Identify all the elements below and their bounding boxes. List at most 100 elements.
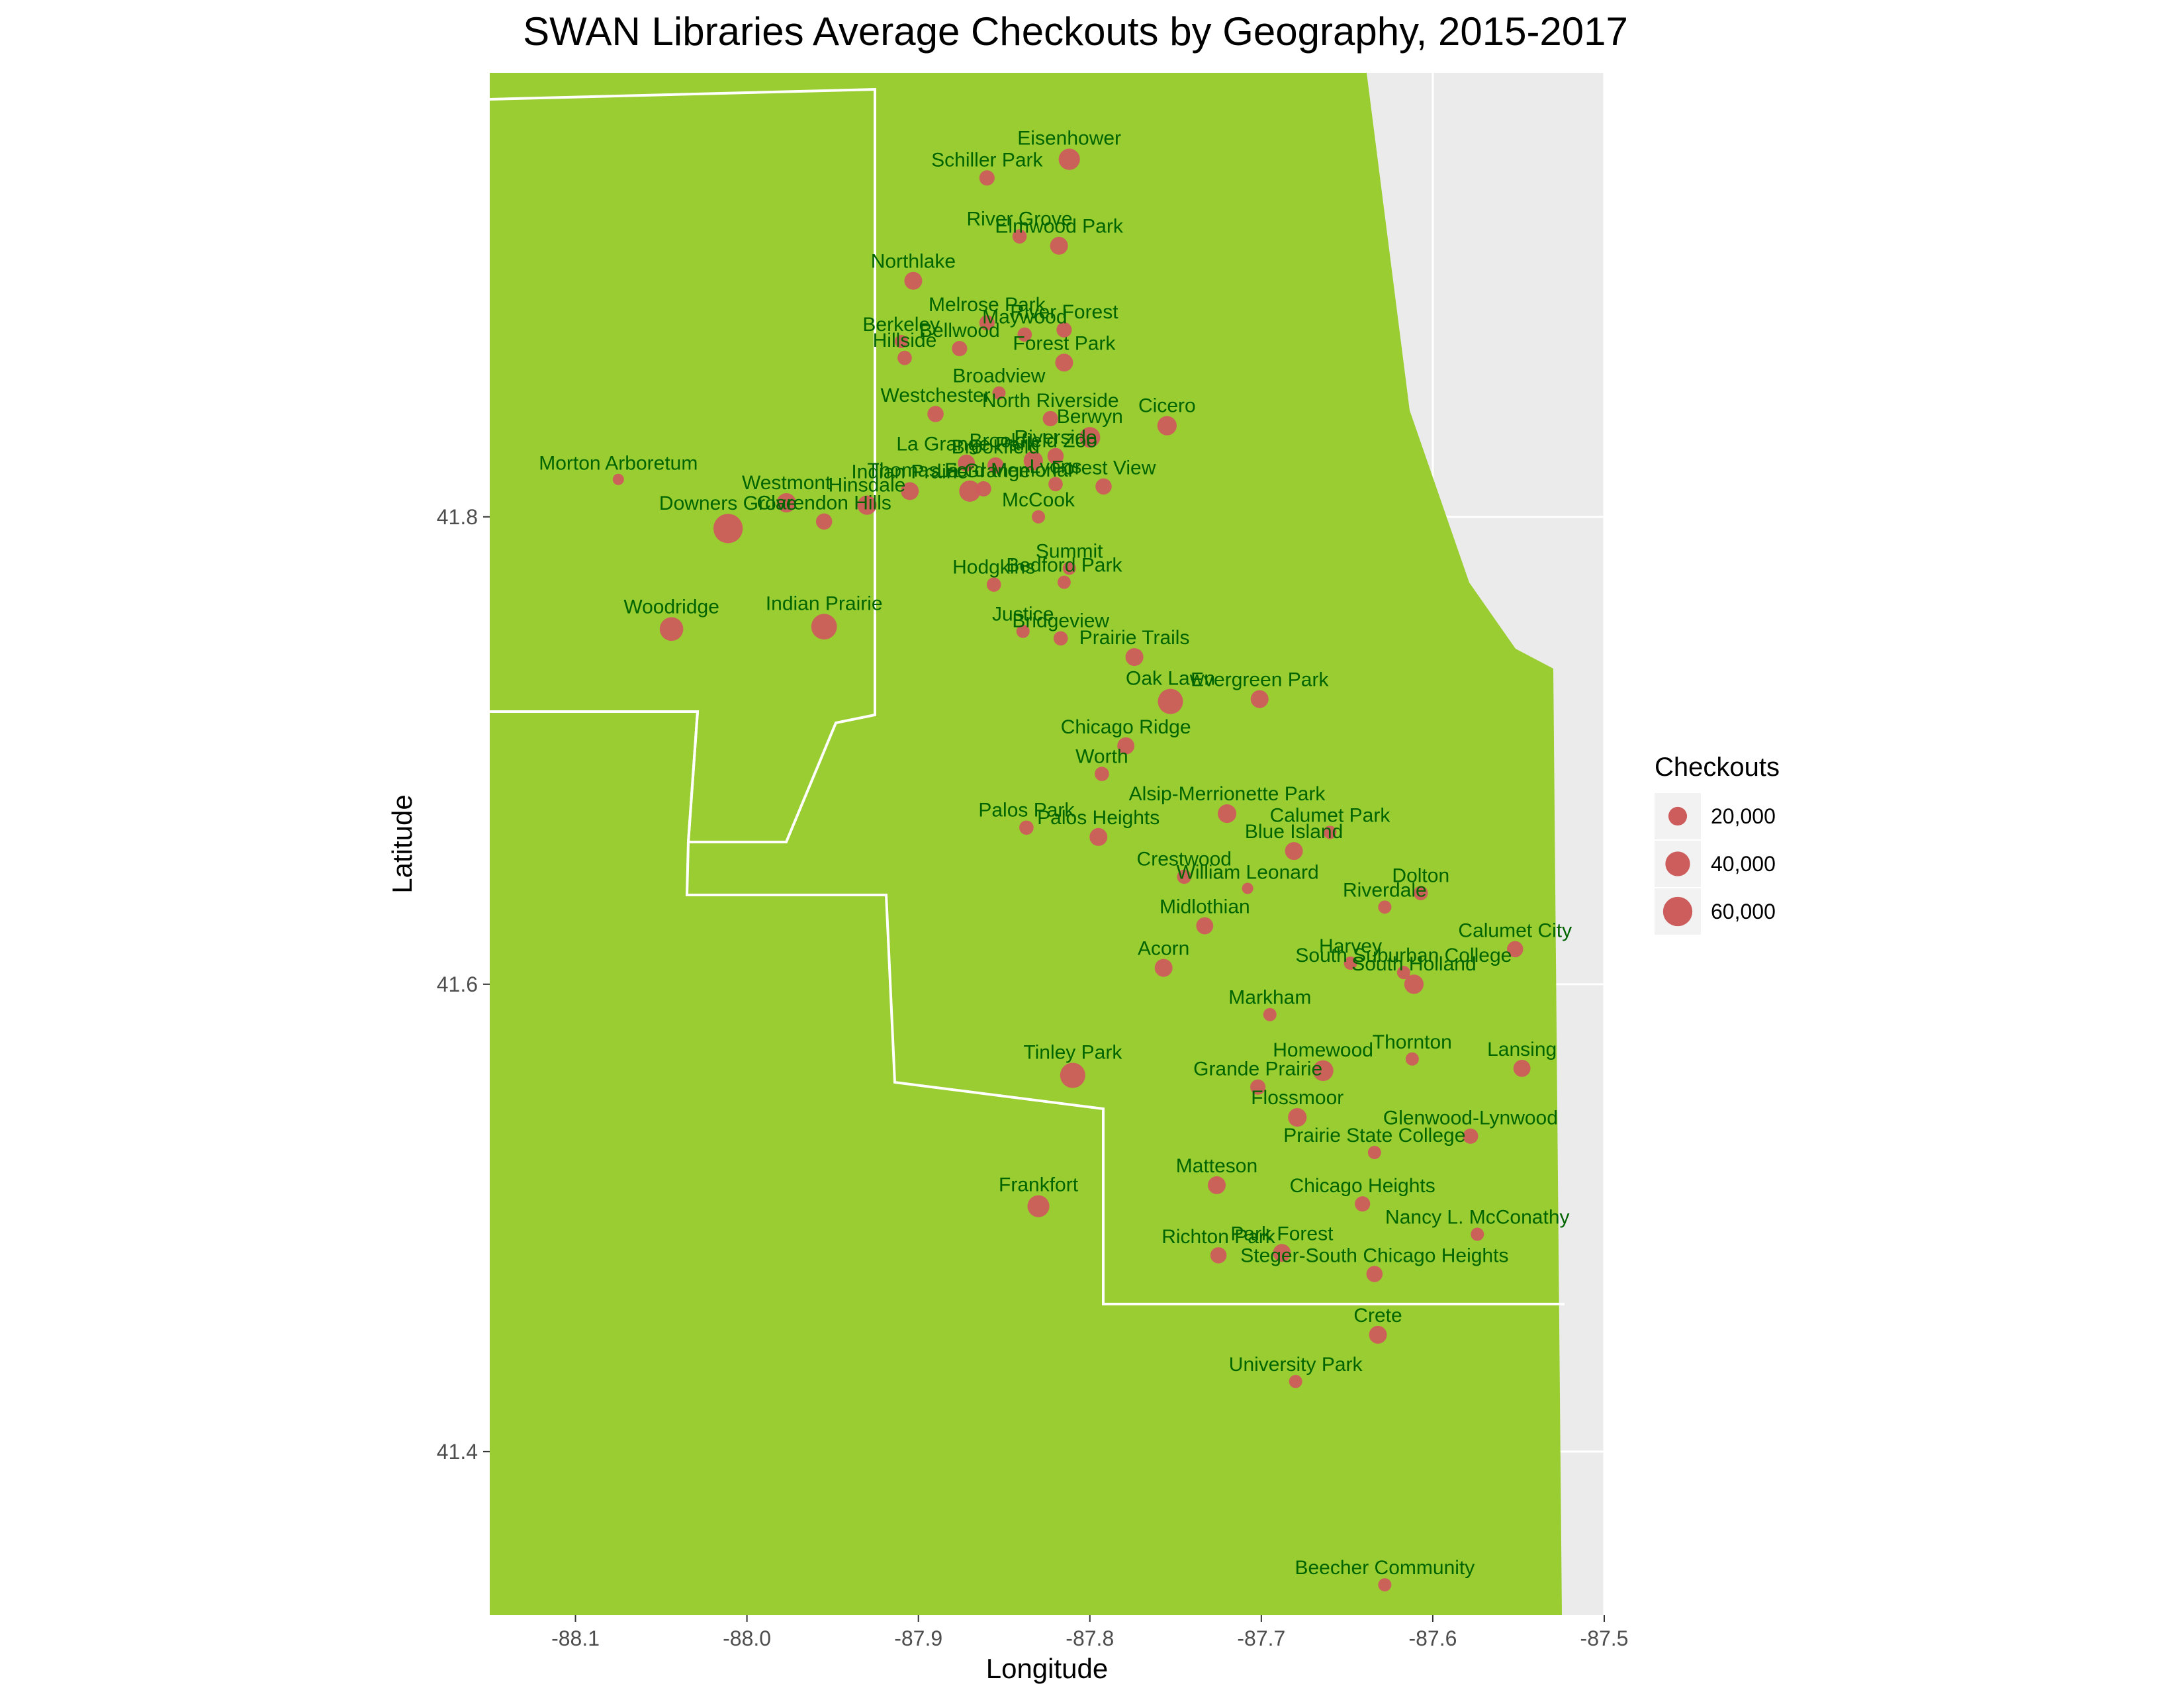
library-label: Bedford Park [1006, 555, 1122, 577]
legend-key-label: 20,000 [1711, 804, 1776, 828]
library-point [987, 457, 1004, 474]
library-point [1017, 327, 1032, 342]
library-label: Markham [1228, 987, 1311, 1009]
library-label: Morton Arboretum [539, 453, 698, 475]
library-point [1019, 820, 1034, 835]
library-label: Summit [1036, 540, 1103, 562]
library-point [1343, 957, 1357, 970]
library-point [1289, 1374, 1302, 1388]
library-point [1089, 827, 1108, 846]
library-label: Calumet Park [1270, 804, 1391, 826]
data-points [612, 148, 1531, 1592]
library-label: Chicago Ridge [1061, 716, 1191, 738]
library-point [1095, 767, 1109, 781]
library-point [952, 341, 968, 357]
library-label: Worth [1075, 745, 1128, 767]
library-point [927, 406, 944, 422]
library-point [1378, 1578, 1392, 1592]
library-point [976, 481, 991, 496]
library-label: Hodgkins [952, 556, 1035, 578]
library-label: McCook [1002, 489, 1075, 511]
library-point [811, 614, 837, 640]
x-tick-label: -88.0 [723, 1626, 771, 1650]
library-point [979, 170, 995, 186]
y-tick-label: 41.8 [437, 505, 478, 529]
y-tick-label: 41.4 [437, 1440, 478, 1464]
library-label: Elmwood Park [995, 216, 1123, 238]
library-point [992, 386, 1006, 400]
library-label: Acorn [1138, 938, 1189, 960]
library-point [1367, 1146, 1381, 1159]
library-label: Schiller Park [931, 149, 1043, 171]
library-label: Berkeley [862, 314, 940, 336]
y-axis: 41.4 41.6 41.8 [437, 505, 490, 1464]
library-label: Indian Prairie [851, 461, 968, 483]
library-label: Northlake [871, 251, 956, 273]
library-label: Melrose Park [929, 294, 1046, 316]
library-label: Chicago Heights [1290, 1175, 1435, 1197]
library-point [1032, 510, 1046, 524]
library-point [857, 495, 877, 515]
library-label: Thornton [1373, 1031, 1452, 1053]
library-label: Park Forest [1230, 1223, 1334, 1244]
library-point [1366, 1266, 1383, 1282]
library-label: William Leonard [1177, 862, 1319, 884]
library-label: Westmont [742, 472, 831, 494]
library-point [1048, 477, 1063, 492]
library-point [1288, 1107, 1307, 1127]
library-label: South Suburban College [1295, 945, 1512, 966]
library-label: Downers Grove [659, 492, 797, 514]
library-label: Evergreen Park [1191, 669, 1329, 691]
library-point [1027, 1195, 1050, 1217]
library-point [1242, 882, 1253, 894]
library-point [1016, 624, 1030, 638]
library-point [1404, 974, 1424, 994]
x-tick-label: -87.5 [1580, 1626, 1629, 1650]
library-point [1177, 869, 1192, 884]
library-point [1047, 447, 1064, 465]
library-label: Hillside [873, 330, 937, 352]
library-point [1285, 842, 1303, 861]
library-point [959, 480, 981, 502]
library-label: Tinley Park [1023, 1041, 1122, 1063]
library-point [1323, 825, 1337, 839]
library-point [1117, 737, 1135, 755]
library-point [1023, 451, 1043, 471]
x-tick-label: -88.1 [551, 1626, 600, 1650]
library-point [1378, 900, 1392, 914]
library-point [1196, 917, 1214, 935]
legend-key-label: 40,000 [1711, 852, 1776, 876]
library-point [1057, 575, 1071, 589]
library-label: Maywood [982, 306, 1067, 328]
library-label: Crestwood [1137, 849, 1232, 870]
library-label: Riverside [1014, 427, 1097, 449]
library-label: Indian Prairie [766, 592, 883, 614]
legend: Checkouts 20,000 40,000 60,000 [1655, 753, 1780, 935]
library-label: Eisenhower [1017, 128, 1121, 150]
y-tick-label: 41.6 [437, 972, 478, 996]
library-point [1050, 236, 1068, 255]
library-point [1217, 804, 1237, 823]
library-point [958, 454, 976, 472]
library-point [1210, 1247, 1227, 1264]
library-point [1250, 690, 1269, 708]
library-point [1042, 410, 1058, 427]
legend-key-circle [1668, 806, 1688, 826]
library-label: La Grange [936, 460, 1030, 482]
library-label: Frankfort [999, 1174, 1079, 1196]
library-label: Hinsdale [829, 474, 906, 496]
library-point [1312, 1060, 1334, 1082]
library-point [1396, 966, 1410, 980]
library-label: Berwyn [1057, 406, 1123, 428]
library-point [1125, 648, 1144, 667]
library-point [901, 482, 919, 500]
legend-title: Checkouts [1655, 753, 1780, 782]
x-axis-title: Longitude [986, 1653, 1109, 1684]
library-point [1053, 631, 1068, 646]
library-point [1095, 478, 1112, 495]
library-point [776, 492, 796, 513]
library-label: Forest View [1052, 457, 1156, 479]
library-label: Broadview [952, 365, 1045, 387]
